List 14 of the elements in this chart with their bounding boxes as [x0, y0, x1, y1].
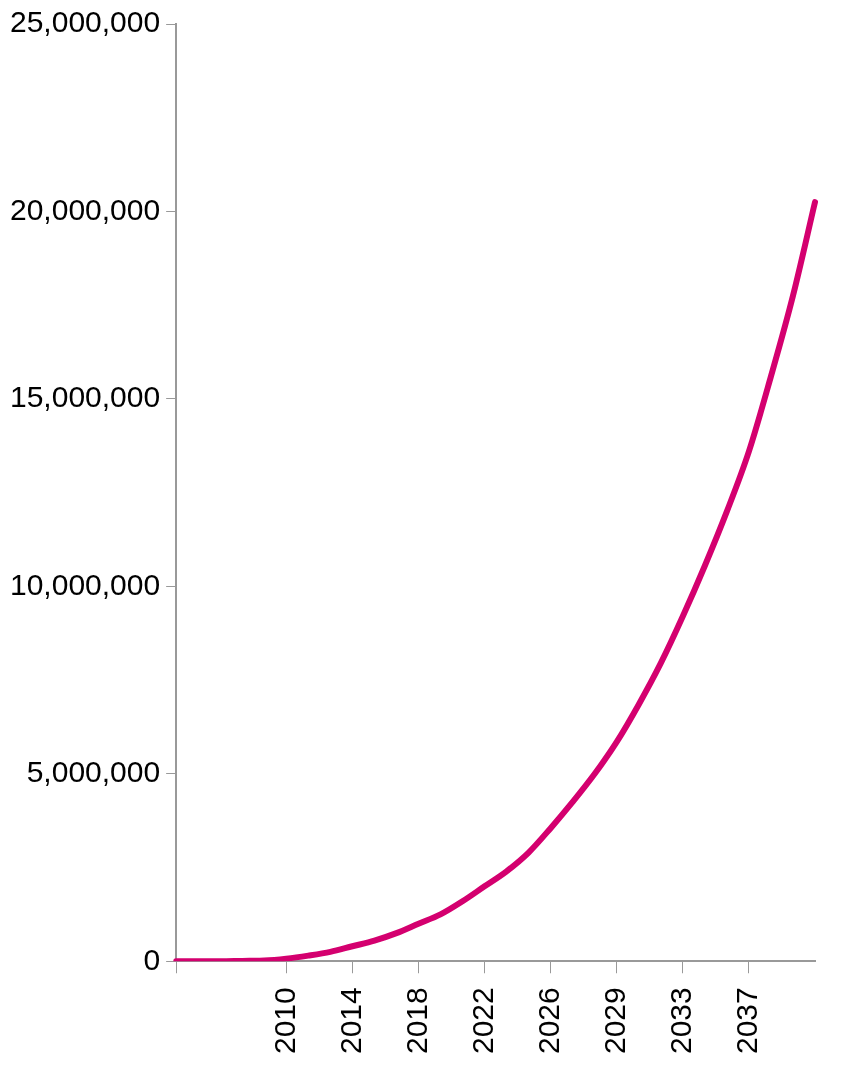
y-tick-label: 5,000,000 [26, 755, 161, 789]
x-tick-label: 2037 [730, 987, 764, 1055]
x-tick-label: 2014 [333, 987, 367, 1055]
y-tick-label: 0 [143, 942, 161, 976]
x-tick-label: 2018 [399, 987, 433, 1055]
x-tick-label: 2026 [531, 987, 565, 1055]
y-tick-label: 25,000,000 [9, 5, 161, 39]
y-tick-label: 10,000,000 [9, 567, 161, 601]
x-tick-label: 2010 [267, 987, 301, 1055]
x-tick-label: 2022 [465, 987, 499, 1055]
x-tick-label: 2029 [598, 987, 631, 1055]
y-tick-label: 20,000,000 [9, 192, 161, 226]
x-tick-label: 2033 [664, 987, 698, 1055]
y-tick-label: 15,000,000 [9, 380, 161, 414]
